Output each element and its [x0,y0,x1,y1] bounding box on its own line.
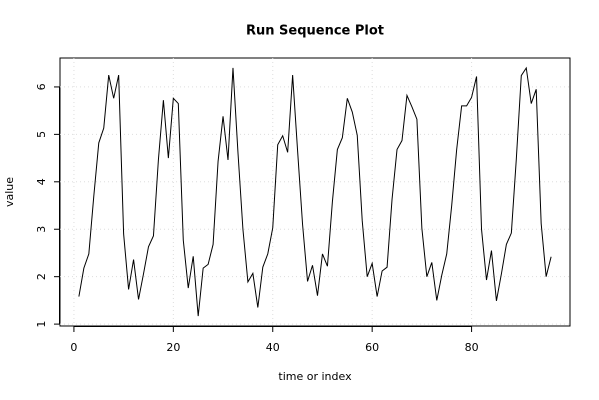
x-tick-label: 0 [70,341,77,354]
y-tick-label: 6 [35,83,48,90]
y-tick-label: 3 [35,226,48,233]
x-axis-label: time or index [278,370,352,383]
x-tick-label: 80 [465,341,479,354]
y-tick-label: 1 [35,321,48,328]
x-tick-label: 40 [266,341,280,354]
y-tick-label: 2 [35,273,48,280]
chart-title: Run Sequence Plot [246,24,384,39]
x-tick-label: 20 [166,341,180,354]
data-line [78,66,552,317]
x-tick-label: 60 [365,341,379,354]
y-axis-label: value [3,177,16,207]
y-tick-label: 4 [35,178,48,185]
y-tick-label: 5 [35,131,48,138]
